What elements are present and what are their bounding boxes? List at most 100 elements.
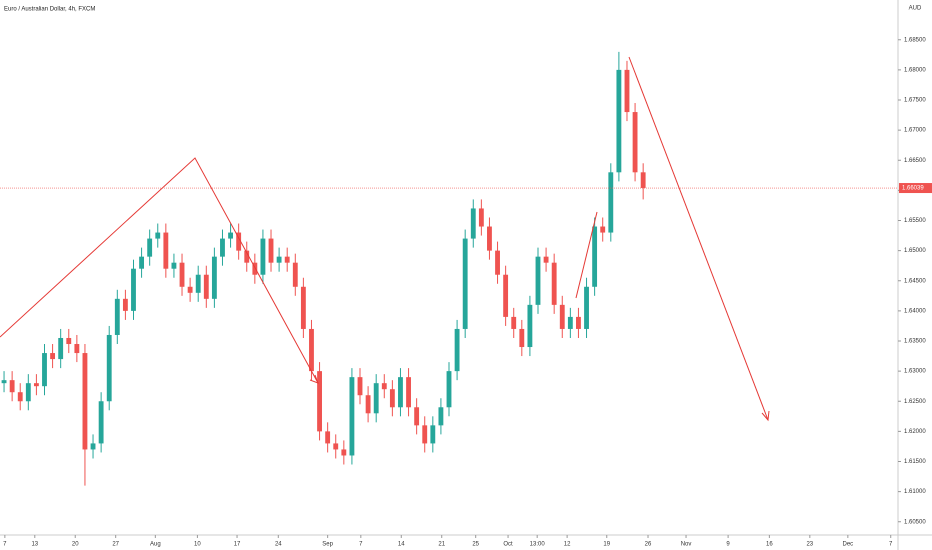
candle-body <box>268 238 274 263</box>
candle-body <box>17 392 23 402</box>
y-tick-label: 1.62500 <box>904 399 926 405</box>
candle-body <box>454 328 460 372</box>
x-tick-label: 7 <box>359 542 363 548</box>
candle-body <box>349 377 355 456</box>
y-tick-label: 1.68000 <box>904 67 926 73</box>
candle-body <box>260 238 266 275</box>
candle-body <box>389 389 395 408</box>
candle-body <box>139 256 145 269</box>
y-tick-label: 1.61000 <box>904 489 926 495</box>
candle-body <box>90 443 96 450</box>
candle-body <box>527 304 533 348</box>
candle-body <box>584 286 589 329</box>
drawing-line <box>628 56 769 421</box>
axes: 1.60500 1.61000 1.61500 1.62000 1.62500 1.630… <box>3 37 926 547</box>
candle-body <box>195 274 201 293</box>
candle-body <box>373 383 379 414</box>
x-tick-label: Sep <box>322 542 333 548</box>
candle-body <box>147 238 153 257</box>
y-tick-label: 1.65000 <box>904 248 926 254</box>
candle-body <box>58 337 64 360</box>
candle-body <box>446 371 452 408</box>
candle-body <box>236 232 242 251</box>
candle-body <box>462 238 468 329</box>
candle-body <box>82 353 88 450</box>
candle-body <box>1 380 7 384</box>
candle-body <box>244 250 250 263</box>
candle-body <box>414 407 420 426</box>
candle-body <box>300 286 306 329</box>
candle-body <box>567 316 573 329</box>
candle-body <box>406 377 411 408</box>
candle-body <box>576 316 581 329</box>
candle-body <box>42 353 47 387</box>
drawing-line <box>575 211 598 299</box>
x-tick-label: Aug <box>150 542 161 548</box>
x-tick-label: Dec <box>843 542 854 548</box>
y-tick-label: 1.68500 <box>904 37 926 43</box>
candle-body <box>592 226 598 287</box>
x-tick-label: 12 <box>564 542 571 548</box>
candle-body <box>632 112 638 173</box>
y-tick-label: 1.62000 <box>904 429 926 435</box>
candle-body <box>600 226 606 233</box>
last-price-label: 1.66039 <box>902 186 924 192</box>
candle-body <box>220 238 225 257</box>
candle-body <box>519 328 525 348</box>
y-tick-label: 1.64000 <box>904 308 926 314</box>
x-tick-label: Nov <box>681 542 692 548</box>
last-price-box <box>899 183 932 194</box>
y-tick-label: 1.65500 <box>904 218 926 224</box>
candle-body <box>470 208 476 239</box>
x-tick-label: 17 <box>234 542 241 548</box>
candle-body <box>640 172 646 188</box>
y-tick-label: 1.66500 <box>904 158 926 164</box>
candle-body <box>487 226 492 251</box>
candle-body <box>203 274 209 299</box>
y-tick-label: 1.64500 <box>904 278 926 284</box>
candle-body <box>211 256 217 299</box>
candle-body <box>430 425 436 444</box>
trend-drawings <box>0 56 770 422</box>
candle-body <box>333 443 339 450</box>
arrow-head <box>761 410 770 422</box>
candle-body <box>365 395 371 414</box>
x-tick-label: 26 <box>645 542 652 548</box>
x-tick-label: 19 <box>603 542 610 548</box>
candle-body <box>179 262 185 287</box>
candle-body <box>608 172 614 233</box>
candle-body <box>381 383 387 390</box>
x-tick-label: 13:00 <box>530 542 546 548</box>
x-tick-label: 25 <box>472 542 479 548</box>
candle-body <box>317 371 322 432</box>
candle-body <box>252 262 258 275</box>
x-tick-label: 20 <box>72 542 79 548</box>
candle-body <box>131 268 136 311</box>
currency-label: AUD <box>909 6 922 12</box>
candle-body <box>171 262 177 269</box>
candle-body <box>535 256 541 305</box>
x-tick-label: 27 <box>112 542 119 548</box>
x-tick-label: 10 <box>194 542 201 548</box>
candle-body <box>422 425 428 444</box>
candle-body <box>276 256 282 263</box>
candle-body <box>398 377 403 408</box>
candle-body <box>187 286 193 293</box>
y-tick-label: 1.60500 <box>904 519 926 525</box>
x-tick-label: 9 <box>726 542 730 548</box>
y-tick-label: 1.67500 <box>904 98 926 104</box>
x-tick-label: 16 <box>766 542 773 548</box>
candle-body <box>33 383 39 387</box>
candle-body <box>9 380 15 393</box>
candle-body <box>25 383 31 402</box>
candle-body <box>511 316 517 329</box>
candle-body <box>106 334 112 402</box>
candles <box>1 51 646 486</box>
x-tick-label: 21 <box>438 542 445 548</box>
candle-body <box>122 298 128 311</box>
y-tick-label: 1.67000 <box>904 128 926 134</box>
candle-body <box>478 208 484 227</box>
x-tick-label: 7 <box>3 542 7 548</box>
x-tick-label: 13 <box>31 542 38 548</box>
